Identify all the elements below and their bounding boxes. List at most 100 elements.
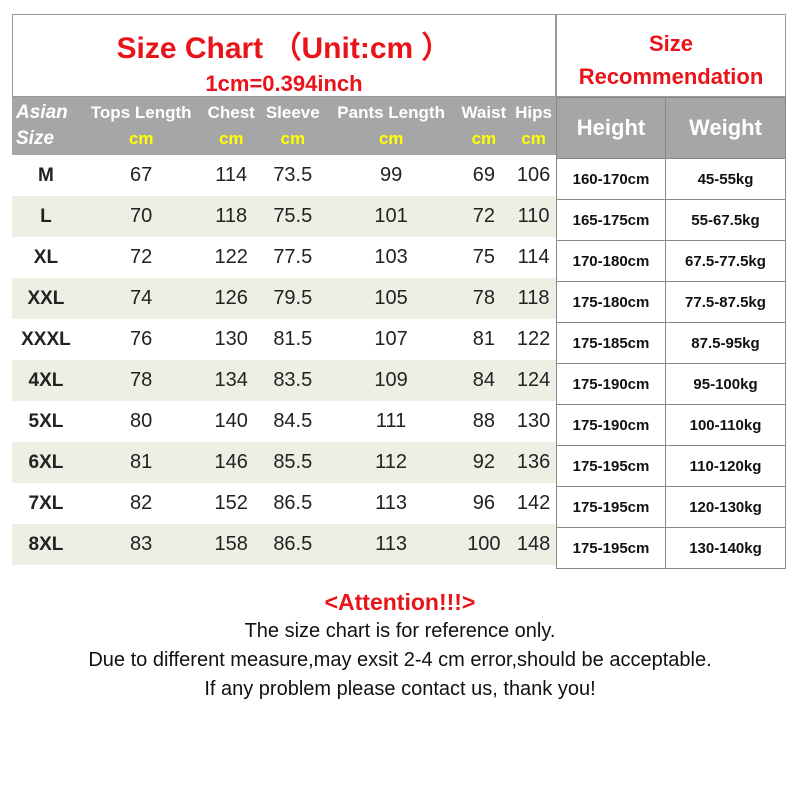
measure-cell: 109 — [325, 360, 457, 401]
measure-cell: 130 — [516, 410, 551, 432]
measure-cell: 78 — [79, 360, 203, 401]
measure-cell: 73.5 — [273, 164, 313, 186]
table-row: 175-195cm 120-130kg — [556, 486, 786, 528]
measure-cell: 84.5 — [273, 410, 313, 432]
size-cell: M — [38, 164, 54, 186]
notes: <Attention!!!> The size chart is for ref… — [0, 588, 800, 704]
measure-cell: 130 — [214, 328, 248, 350]
measure-cell: 83.5 — [259, 360, 326, 401]
measure-cell: 99 — [379, 164, 403, 186]
table-row: XXXL 76 130 81.5 107 81 122 — [12, 319, 556, 360]
table-row: 175-195cm 110-120kg — [556, 445, 786, 487]
table-row: 160-170cm 45-55kg — [556, 158, 786, 200]
table-row: 165-175cm 55-67.5kg — [556, 199, 786, 241]
weight-cell: 67.5-77.5kg — [665, 240, 786, 282]
size-cell: 4XL — [12, 360, 80, 401]
measure-cell: 118 — [202, 196, 260, 237]
measure-cell: 122 — [214, 246, 248, 268]
weight-cell: 130-140kg — [665, 527, 786, 569]
measure-cell: 107 — [374, 328, 408, 350]
measure-cell: 114 — [215, 164, 248, 186]
measure-cell: 111 — [375, 410, 407, 432]
table-row: 175-195cm 130-140kg — [556, 527, 786, 569]
table-row: 6XL 81 146 85.5 112 92 136 — [12, 442, 556, 483]
height-cell: 175-195cm — [556, 527, 666, 569]
size-cell: XL — [33, 246, 59, 268]
measure-cell: 72 — [456, 196, 512, 237]
header-size: Asian Size — [12, 97, 80, 155]
weight-cell: 55-67.5kg — [665, 199, 786, 241]
table-row: 175-190cm 95-100kg — [556, 363, 786, 405]
measure-cell: 76 — [130, 328, 153, 350]
measure-cell: 75 — [472, 246, 495, 268]
header-weight: Weight — [665, 97, 786, 159]
size-cell: XXXL — [21, 328, 71, 350]
table-row: 5XL 80 140 84.5 111 88 130 — [12, 401, 556, 442]
size-cell: 7XL — [28, 492, 64, 514]
weight-cell: 100-110kg — [665, 404, 786, 446]
size-table: Asian Size Tops Length cm Chest cm Sleeve cm… — [12, 97, 556, 565]
recommendation-table: Height Weight 160-170cm 45-55kg 165-175cm 5… — [556, 97, 786, 569]
measure-cell: 134 — [202, 360, 260, 401]
table-row: L 70 118 75.5 101 72 110 — [12, 196, 556, 237]
size-cell: L — [12, 196, 80, 237]
title-box: Size Chart （Unit:cm ） 1cm=0.394inch — [12, 14, 556, 97]
header-height: Height — [556, 97, 666, 159]
measure-cell: 74 — [79, 278, 203, 319]
height-cell: 175-195cm — [556, 445, 666, 487]
size-cell: 5XL — [28, 410, 64, 432]
measure-cell: 86.5 — [273, 492, 313, 514]
table-row: 175-180cm 77.5-87.5kg — [556, 281, 786, 323]
height-cell: 175-185cm — [556, 322, 666, 364]
rec-title-line1: Size — [648, 31, 694, 56]
size-recommendation-title: Size Recommendation — [556, 14, 786, 97]
header-col: Pants Length cm — [325, 97, 457, 155]
note-line: The size chart is for reference only. — [244, 620, 556, 642]
rec-title-line2: Recommendation — [578, 64, 764, 89]
table-row: 175-185cm 87.5-95kg — [556, 322, 786, 364]
height-cell: 160-170cm — [556, 158, 666, 200]
header-col: Chest cm — [202, 97, 260, 155]
measure-cell: 92 — [456, 442, 512, 483]
measure-cell: 126 — [202, 278, 260, 319]
measure-cell: 136 — [511, 442, 556, 483]
measure-cell: 69 — [472, 164, 495, 186]
measure-cell: 114 — [517, 246, 550, 268]
measure-cell: 140 — [214, 410, 248, 432]
page-title: Size Chart （Unit:cm ） — [116, 32, 452, 65]
weight-cell: 110-120kg — [665, 445, 786, 487]
measure-cell: 103 — [374, 246, 408, 268]
measure-cell: 142 — [516, 492, 551, 514]
size-cell: 8XL — [12, 524, 80, 565]
measure-cell: 80 — [130, 410, 153, 432]
measure-cell: 112 — [325, 442, 457, 483]
weight-cell: 77.5-87.5kg — [665, 281, 786, 323]
measure-cell: 70 — [79, 196, 203, 237]
table-row: 8XL 83 158 86.5 113 100 148 — [12, 524, 556, 565]
measure-cell: 81.5 — [273, 328, 313, 350]
table-row: XL 72 122 77.5 103 75 114 — [12, 237, 556, 278]
measure-cell: 118 — [511, 278, 556, 319]
measure-cell: 72 — [130, 246, 153, 268]
measure-cell: 78 — [456, 278, 512, 319]
measure-cell: 88 — [472, 410, 495, 432]
weight-cell: 45-55kg — [665, 158, 786, 200]
header-col: Sleeve cm — [259, 97, 326, 155]
measure-cell: 79.5 — [259, 278, 326, 319]
height-cell: 170-180cm — [556, 240, 666, 282]
weight-cell: 87.5-95kg — [665, 322, 786, 364]
measure-cell: 105 — [325, 278, 457, 319]
measure-cell: 100 — [456, 524, 512, 565]
note-line: Due to different measure,may exsit 2-4 c… — [88, 649, 712, 671]
height-cell: 165-175cm — [556, 199, 666, 241]
measure-cell: 113 — [325, 524, 457, 565]
measure-cell: 75.5 — [259, 196, 326, 237]
header-col: Waist cm — [456, 97, 512, 155]
size-cell: 6XL — [12, 442, 80, 483]
measure-cell: 106 — [516, 164, 551, 186]
measure-cell: 152 — [214, 492, 248, 514]
table-row: 170-180cm 67.5-77.5kg — [556, 240, 786, 282]
note-line: If any problem please contact us, thank … — [204, 678, 596, 700]
measure-cell: 82 — [130, 492, 153, 514]
measure-cell: 101 — [325, 196, 457, 237]
